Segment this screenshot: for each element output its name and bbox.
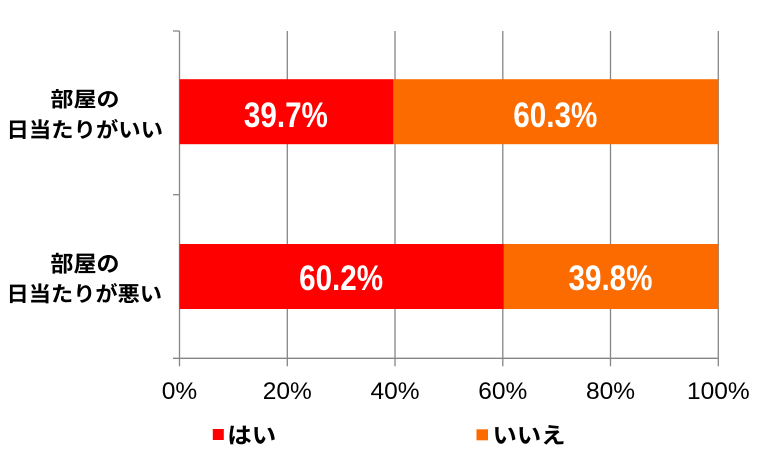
svg-text:60%: 60% — [478, 378, 527, 405]
svg-text:40%: 40% — [370, 378, 419, 405]
svg-text:39.8%: 39.8% — [569, 259, 653, 298]
svg-text:60.3%: 60.3% — [513, 96, 597, 135]
svg-text:100%: 100% — [687, 378, 750, 405]
svg-text:80%: 80% — [586, 378, 635, 405]
svg-text:39.7%: 39.7% — [244, 96, 328, 135]
svg-text:60.2%: 60.2% — [299, 259, 383, 298]
svg-text:20%: 20% — [263, 378, 312, 405]
svg-text:0%: 0% — [162, 378, 197, 405]
